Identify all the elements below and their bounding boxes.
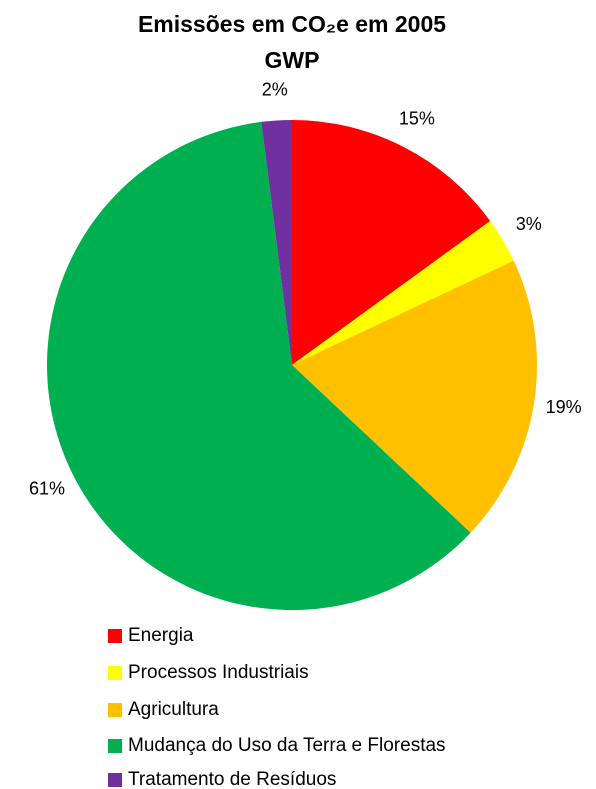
pie-slice <box>292 120 491 365</box>
legend-swatch <box>108 739 122 753</box>
legend-label: Tratamento de Resíduos <box>128 769 336 789</box>
legend-swatch <box>108 773 122 787</box>
legend-swatch <box>108 703 122 717</box>
legend-label: Agricultura <box>128 699 219 720</box>
pie-slice <box>46 121 471 611</box>
pie-slice <box>261 120 292 365</box>
pie-slice <box>292 260 537 533</box>
legend-label: Processos Industriais <box>128 662 309 683</box>
data-label: 3% <box>516 214 542 234</box>
data-label: 19% <box>546 397 582 417</box>
legend-label: Energia <box>128 625 194 646</box>
chart-title: Emissões em CO₂e em 2005 <box>138 11 446 37</box>
legend-label: Mudança do Uso da Terra e Florestas <box>128 735 446 756</box>
legend-swatch <box>108 666 122 680</box>
chart-subtitle: GWP <box>265 47 320 73</box>
legend-swatch <box>108 629 122 643</box>
data-label: 2% <box>262 79 288 99</box>
data-label: 61% <box>29 479 65 499</box>
pie-slice <box>292 220 514 365</box>
data-label: 15% <box>399 109 435 129</box>
